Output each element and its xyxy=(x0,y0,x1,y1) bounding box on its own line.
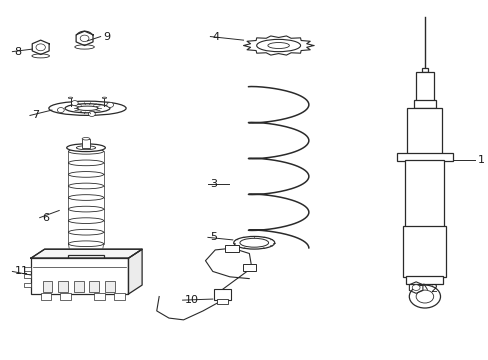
Bar xyxy=(24,274,31,278)
Ellipse shape xyxy=(68,148,103,154)
Bar xyxy=(94,293,105,300)
Ellipse shape xyxy=(66,144,105,152)
Text: 10: 10 xyxy=(184,295,199,305)
Ellipse shape xyxy=(267,42,289,49)
Circle shape xyxy=(36,44,45,51)
Bar xyxy=(421,68,427,72)
Text: 2: 2 xyxy=(429,284,436,294)
Bar xyxy=(41,293,51,300)
Ellipse shape xyxy=(102,97,106,99)
Bar xyxy=(31,258,128,294)
Ellipse shape xyxy=(68,218,103,224)
Ellipse shape xyxy=(49,101,126,115)
Text: 8: 8 xyxy=(14,46,21,57)
Ellipse shape xyxy=(65,104,110,113)
Bar xyxy=(24,267,31,271)
Ellipse shape xyxy=(233,237,274,249)
Text: 4: 4 xyxy=(212,32,220,41)
Ellipse shape xyxy=(68,183,103,189)
Bar xyxy=(74,282,83,292)
Circle shape xyxy=(106,102,113,107)
Circle shape xyxy=(408,285,440,308)
Bar xyxy=(396,153,452,161)
Polygon shape xyxy=(128,249,142,294)
Bar xyxy=(105,282,115,292)
Ellipse shape xyxy=(68,97,73,99)
Text: 6: 6 xyxy=(42,213,49,222)
Ellipse shape xyxy=(76,146,96,150)
Ellipse shape xyxy=(70,253,102,258)
Bar xyxy=(114,293,124,300)
Ellipse shape xyxy=(68,229,103,235)
Bar xyxy=(24,283,31,287)
Bar xyxy=(89,282,99,292)
Bar xyxy=(225,244,239,252)
Bar xyxy=(75,265,86,273)
Circle shape xyxy=(88,112,95,117)
Bar xyxy=(407,108,442,155)
Bar xyxy=(415,72,433,101)
Bar xyxy=(413,100,435,108)
Circle shape xyxy=(71,101,78,105)
Bar xyxy=(82,139,90,148)
Ellipse shape xyxy=(68,172,103,177)
Ellipse shape xyxy=(68,195,103,201)
Bar xyxy=(216,300,228,305)
Ellipse shape xyxy=(68,206,103,212)
Bar xyxy=(406,276,443,284)
Text: 7: 7 xyxy=(32,111,40,121)
Bar xyxy=(88,265,98,273)
Circle shape xyxy=(80,35,89,41)
Text: 11: 11 xyxy=(14,266,28,276)
Ellipse shape xyxy=(75,45,94,49)
Ellipse shape xyxy=(77,106,98,111)
Polygon shape xyxy=(31,249,142,258)
Text: 5: 5 xyxy=(210,232,217,242)
Bar xyxy=(405,160,444,226)
Bar xyxy=(403,226,446,277)
Circle shape xyxy=(57,108,64,113)
Ellipse shape xyxy=(82,138,90,140)
Circle shape xyxy=(415,290,433,303)
Bar xyxy=(60,293,71,300)
Bar xyxy=(42,282,52,292)
Ellipse shape xyxy=(256,39,300,51)
Bar xyxy=(213,289,231,300)
Ellipse shape xyxy=(68,241,103,247)
Bar xyxy=(68,255,104,266)
Text: 1: 1 xyxy=(477,155,484,165)
Ellipse shape xyxy=(240,238,268,247)
Bar xyxy=(242,264,256,271)
Ellipse shape xyxy=(32,54,49,58)
Text: 9: 9 xyxy=(103,32,110,41)
Ellipse shape xyxy=(68,160,103,166)
Circle shape xyxy=(411,285,419,291)
Bar xyxy=(58,282,68,292)
Text: 3: 3 xyxy=(210,179,217,189)
